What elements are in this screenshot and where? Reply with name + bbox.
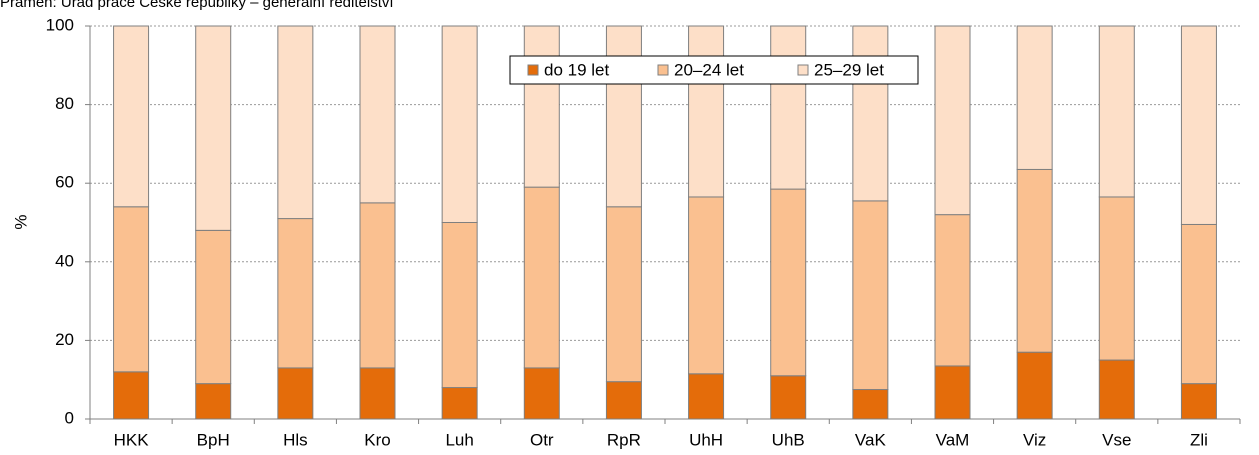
bar-segment	[359, 202, 396, 369]
y-tick-label: 40	[55, 251, 74, 270]
bar-segment	[605, 25, 642, 208]
bar-segment	[195, 25, 232, 231]
x-tick-label: UhH	[689, 430, 723, 449]
legend-swatch	[527, 64, 539, 76]
bar-segment	[113, 206, 150, 373]
bar-segment	[441, 222, 478, 389]
bar-segment	[441, 25, 478, 223]
bar-segment	[852, 389, 889, 420]
bar-segment	[359, 367, 396, 420]
bar-segment	[934, 365, 971, 420]
x-tick-label: RpR	[607, 430, 641, 449]
x-tick-label: BpH	[197, 430, 230, 449]
legend-swatch	[657, 64, 669, 76]
x-tick-label: Zli	[1190, 430, 1208, 449]
bar-segment	[688, 196, 725, 375]
bar-segment	[1016, 168, 1053, 353]
bar-segment	[852, 25, 889, 202]
bar-segment	[113, 371, 150, 420]
x-tick-label: Vse	[1102, 430, 1131, 449]
bar-segment	[934, 214, 971, 367]
bar-segment	[934, 25, 971, 216]
bar-segment	[523, 186, 560, 369]
bar-segment	[1180, 223, 1217, 385]
legend-label: 25–29 let	[814, 60, 884, 79]
bar-segment	[113, 25, 150, 208]
x-tick-label: HKK	[114, 430, 150, 449]
y-tick-label: 20	[55, 330, 74, 349]
bar-segment	[1016, 25, 1053, 170]
bar-segment	[195, 229, 232, 385]
bar-segment	[1098, 25, 1135, 198]
legend-label: 20–24 let	[674, 60, 744, 79]
x-tick-label: VaM	[936, 430, 970, 449]
x-tick-label: Hls	[283, 430, 308, 449]
bar-segment	[605, 206, 642, 383]
y-tick-label: 60	[55, 173, 74, 192]
bar-segment	[770, 188, 807, 377]
bar-segment	[1180, 25, 1217, 225]
x-tick-label: Otr	[530, 430, 554, 449]
x-tick-label: Kro	[364, 430, 390, 449]
bar-segment	[605, 381, 642, 420]
bar-segment	[688, 373, 725, 420]
y-tick-label: 80	[55, 94, 74, 113]
bar-segment	[1098, 196, 1135, 361]
x-tick-label: Luh	[445, 430, 473, 449]
bar-segment	[523, 25, 560, 188]
bar-segment	[1180, 383, 1217, 420]
legend-box	[509, 55, 919, 85]
bar-segment	[277, 218, 314, 369]
bar-segment	[688, 25, 725, 198]
source: Pramen: Úřad práce České republiky – gen…	[0, 0, 394, 11]
x-tick-label: UhB	[772, 430, 805, 449]
bar-segment	[277, 367, 314, 420]
bar-segment	[277, 25, 314, 220]
bar-segment	[441, 387, 478, 420]
x-tick-label: VaK	[855, 430, 887, 449]
y-tick-label: 100	[46, 15, 74, 34]
legend-label: do 19 let	[544, 60, 609, 79]
legend-swatch	[797, 64, 809, 76]
bar-segment	[1016, 351, 1053, 420]
y-tick-label: 0	[65, 408, 74, 427]
bar-segment	[1098, 359, 1135, 420]
bar-segment	[770, 375, 807, 420]
bar-segment	[852, 200, 889, 391]
bar-segment	[770, 25, 807, 190]
bar-segment	[359, 25, 396, 204]
y-axis-label: %	[11, 214, 30, 229]
bar-segment	[195, 383, 232, 420]
bar-segment	[523, 367, 560, 420]
x-tick-label: Viz	[1023, 430, 1046, 449]
